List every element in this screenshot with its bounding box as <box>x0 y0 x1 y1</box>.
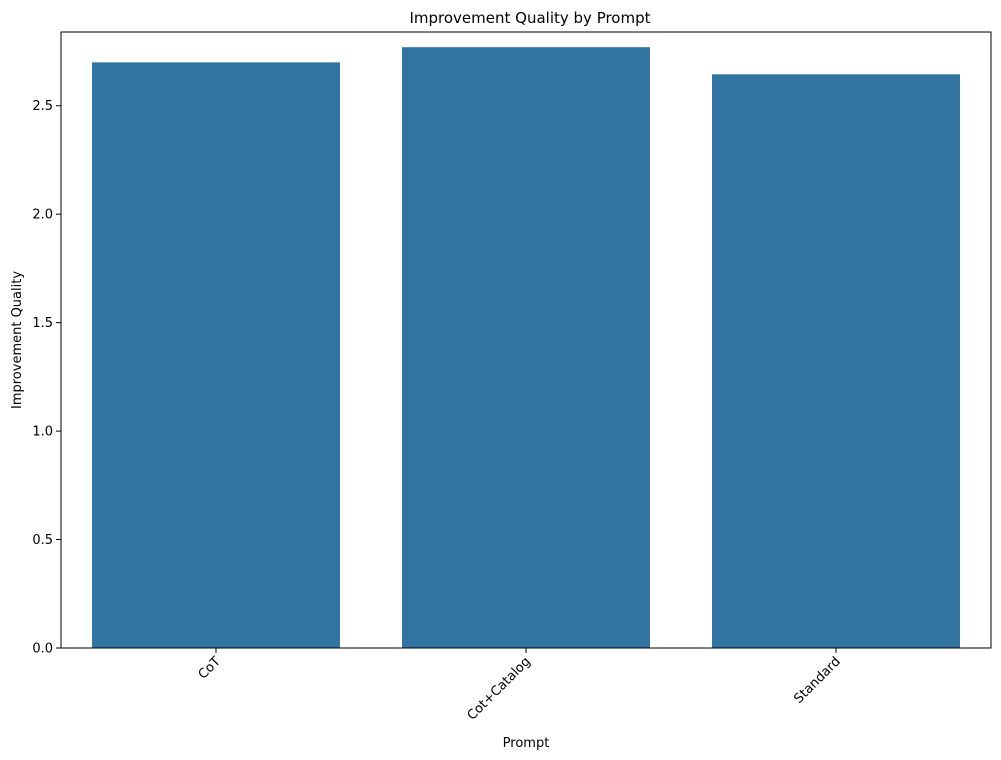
y-tick-label: 1.0 <box>32 425 53 440</box>
chart-title: Improvement Quality by Prompt <box>409 9 650 27</box>
y-axis-label: Improvement Quality <box>10 271 25 409</box>
y-tick-label: 2.0 <box>32 208 53 223</box>
bar-cot <box>92 62 340 648</box>
bar-standard <box>712 74 960 648</box>
y-tick-label: 2.5 <box>32 99 53 114</box>
y-tick-label: 0.0 <box>32 642 53 657</box>
y-tick-label: 1.5 <box>32 316 53 331</box>
x-axis: CoT Cot+Catalog Standard <box>196 648 844 723</box>
plot-frame <box>60 31 992 649</box>
x-axis-label: Prompt <box>503 736 550 751</box>
y-axis: 0.0 0.5 1.0 1.5 2.0 2.5 <box>32 99 61 657</box>
x-tick-label: Standard <box>791 654 843 706</box>
bar-cot-catalog <box>402 47 650 648</box>
x-tick-label: Cot+Catalog <box>465 654 534 723</box>
y-tick-label: 0.5 <box>32 533 53 548</box>
bars-group <box>92 47 960 648</box>
x-tick-label: CoT <box>196 654 224 682</box>
